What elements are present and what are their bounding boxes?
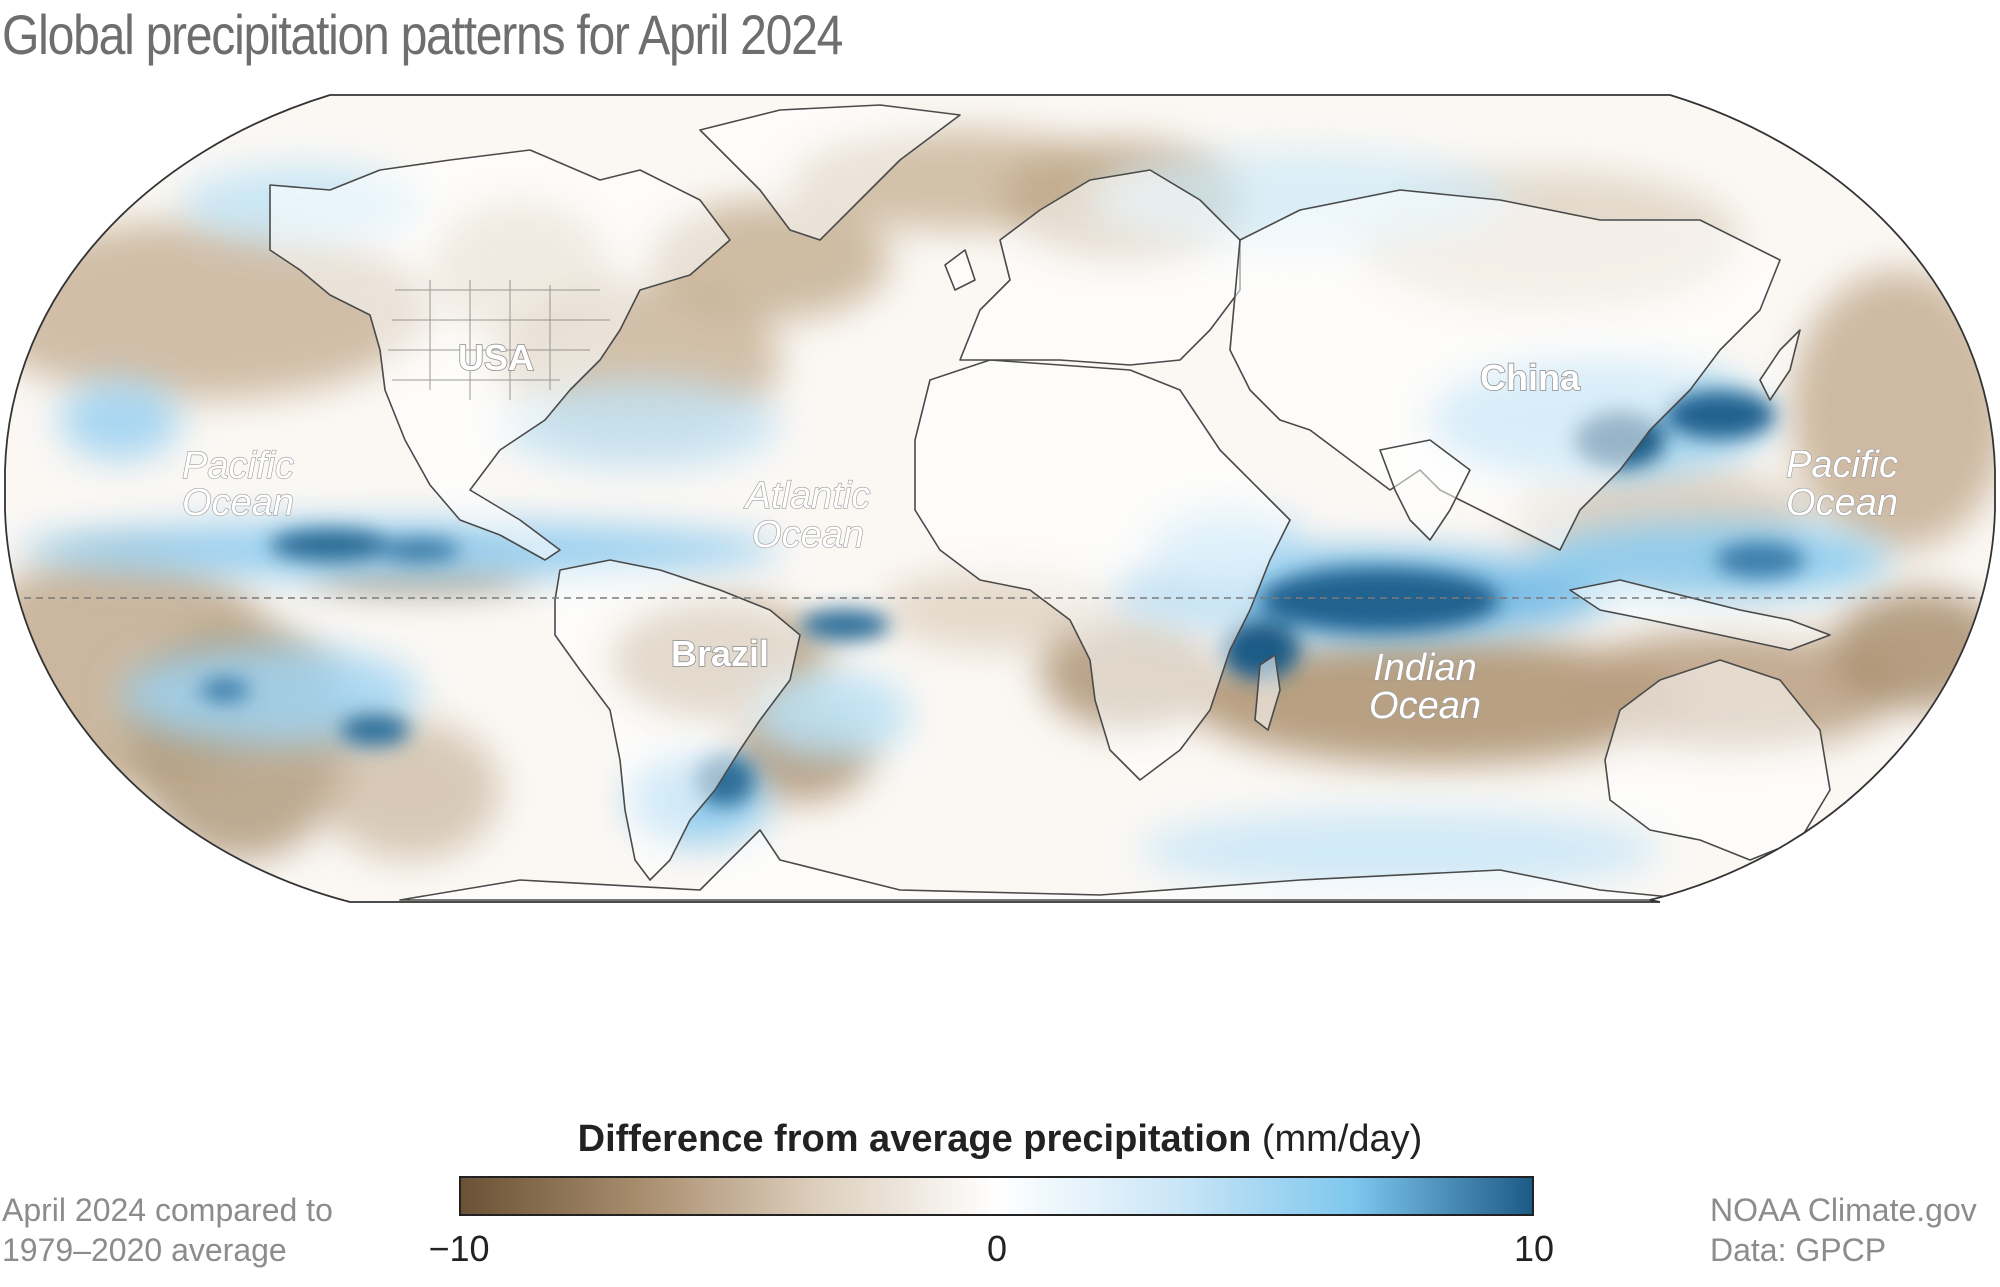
atlantic-label-line1: Atlantic bbox=[744, 475, 871, 517]
usa-state-grid bbox=[388, 280, 610, 400]
legend-title: Difference from average precipitation (m… bbox=[0, 1118, 2000, 1161]
china-label: China bbox=[1480, 357, 1581, 398]
antarctica-outline bbox=[399, 829, 1701, 901]
footnote-right-line2: Data: GPCP bbox=[1710, 1232, 1887, 1268]
footnote-left-line2: 1979–2020 average bbox=[2, 1232, 287, 1268]
north-america-outline bbox=[269, 149, 731, 561]
legend-min-label: −10 bbox=[428, 1228, 490, 1269]
pacific-west-label-line2: Ocean bbox=[182, 482, 294, 524]
japan-outline bbox=[1759, 329, 1801, 401]
footnote-left: April 2024 compared to 1979–2020 average bbox=[2, 1190, 333, 1270]
wet-anomaly-cores bbox=[200, 391, 1805, 806]
india-outline bbox=[1379, 439, 1471, 541]
page-title: Global precipitation patterns for April … bbox=[2, 3, 843, 66]
uk-outline bbox=[944, 249, 976, 291]
pacific-east-label-line1: Pacific bbox=[1786, 444, 1898, 486]
indian-label-line1: Indian bbox=[1373, 647, 1477, 689]
anomaly-field bbox=[5, 95, 1995, 902]
legend-title-text: Difference from average precipitation bbox=[577, 1118, 1252, 1160]
land-masses bbox=[269, 104, 1831, 901]
pacific-west-label-line1: Pacific bbox=[182, 445, 294, 487]
legend-unit: (mm/day) bbox=[1261, 1118, 1423, 1160]
footnote-left-line1: April 2024 compared to bbox=[2, 1192, 333, 1228]
globe-border bbox=[4, 94, 1996, 903]
atlantic-label-line2: Ocean bbox=[752, 514, 864, 556]
pacific-east-label-line2: Ocean bbox=[1786, 482, 1898, 524]
precipitation-anomaly-map: Pacific Ocean Atlantic Ocean Indian Ocea… bbox=[0, 90, 2000, 1110]
greenland-outline bbox=[699, 104, 961, 241]
footnote-right: NOAA Climate.gov Data: GPCP bbox=[1710, 1190, 1977, 1270]
europe-outline bbox=[959, 169, 1241, 366]
legend-colorbar bbox=[459, 1176, 1534, 1216]
usa-label: USA bbox=[458, 337, 534, 378]
africa-outline bbox=[914, 359, 1291, 781]
brazil-label: Brazil bbox=[671, 633, 769, 674]
asia-outline bbox=[1229, 189, 1781, 551]
legend-mid-label: 0 bbox=[986, 1228, 1008, 1269]
indian-label-line2: Ocean bbox=[1369, 685, 1481, 727]
footnote-right-line1: NOAA Climate.gov bbox=[1710, 1192, 1977, 1228]
legend-max-label: 10 bbox=[1513, 1228, 1555, 1269]
south-america-outline bbox=[554, 559, 801, 881]
madagascar-outline bbox=[1254, 654, 1281, 731]
